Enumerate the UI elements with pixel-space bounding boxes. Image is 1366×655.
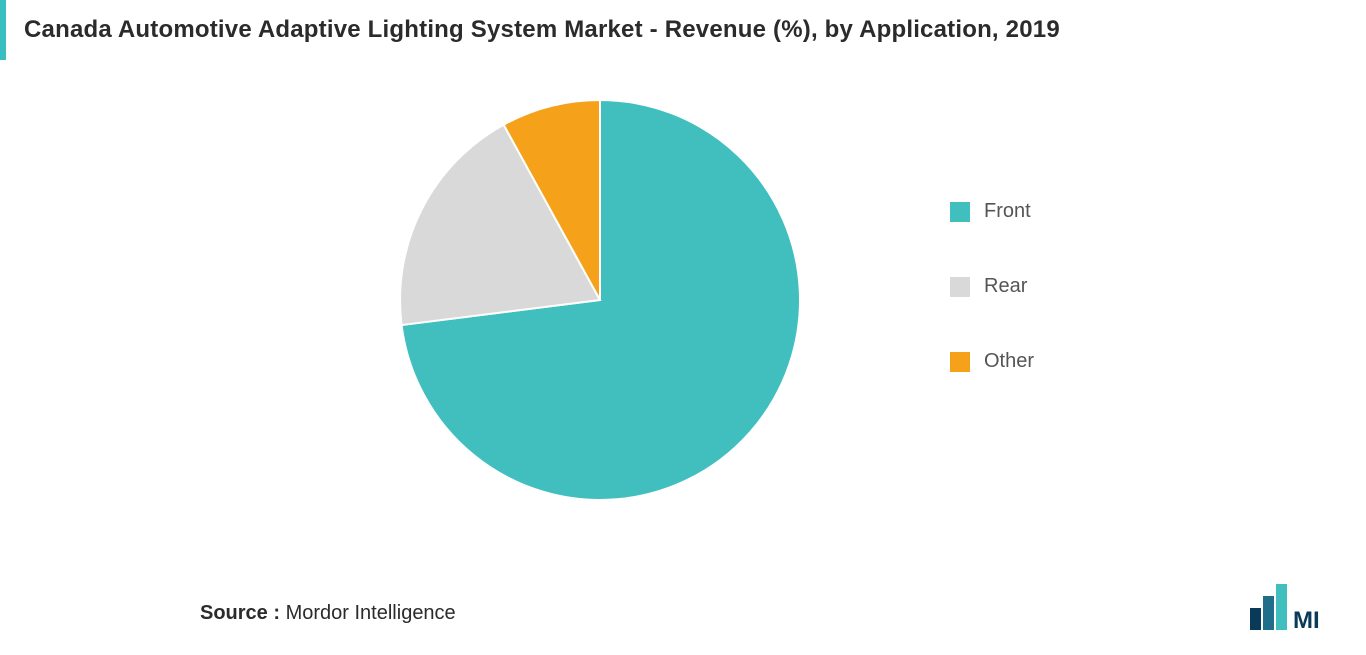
legend-item-other: Other xyxy=(950,350,1034,373)
legend-label-rear: Rear xyxy=(984,275,1027,298)
legend-item-front: Front xyxy=(950,200,1034,223)
legend-label-other: Other xyxy=(984,350,1034,373)
logo-bar-1 xyxy=(1263,596,1274,630)
brand-logo: MI xyxy=(1248,580,1326,635)
legend: Front Rear Other xyxy=(950,200,1034,373)
legend-item-rear: Rear xyxy=(950,275,1034,298)
legend-swatch-front xyxy=(950,202,970,222)
logo-text: MI xyxy=(1293,607,1320,634)
source-attribution: Source : Mordor Intelligence xyxy=(200,602,456,625)
logo-bar-0 xyxy=(1250,608,1261,630)
logo-bar-2 xyxy=(1276,584,1287,630)
source-text: Mordor Intelligence xyxy=(286,602,456,624)
pie-svg xyxy=(390,90,810,510)
source-label: Source : xyxy=(200,602,280,624)
logo-svg: MI xyxy=(1248,580,1326,635)
chart-card: Canada Automotive Adaptive Lighting Syst… xyxy=(0,0,1366,655)
chart-area: Front Rear Other xyxy=(0,70,1366,570)
pie-chart xyxy=(390,90,810,510)
page-title: Canada Automotive Adaptive Lighting Syst… xyxy=(24,16,1060,44)
legend-swatch-rear xyxy=(950,277,970,297)
title-bar: Canada Automotive Adaptive Lighting Syst… xyxy=(0,0,1366,60)
legend-swatch-other xyxy=(950,352,970,372)
legend-label-front: Front xyxy=(984,200,1031,223)
